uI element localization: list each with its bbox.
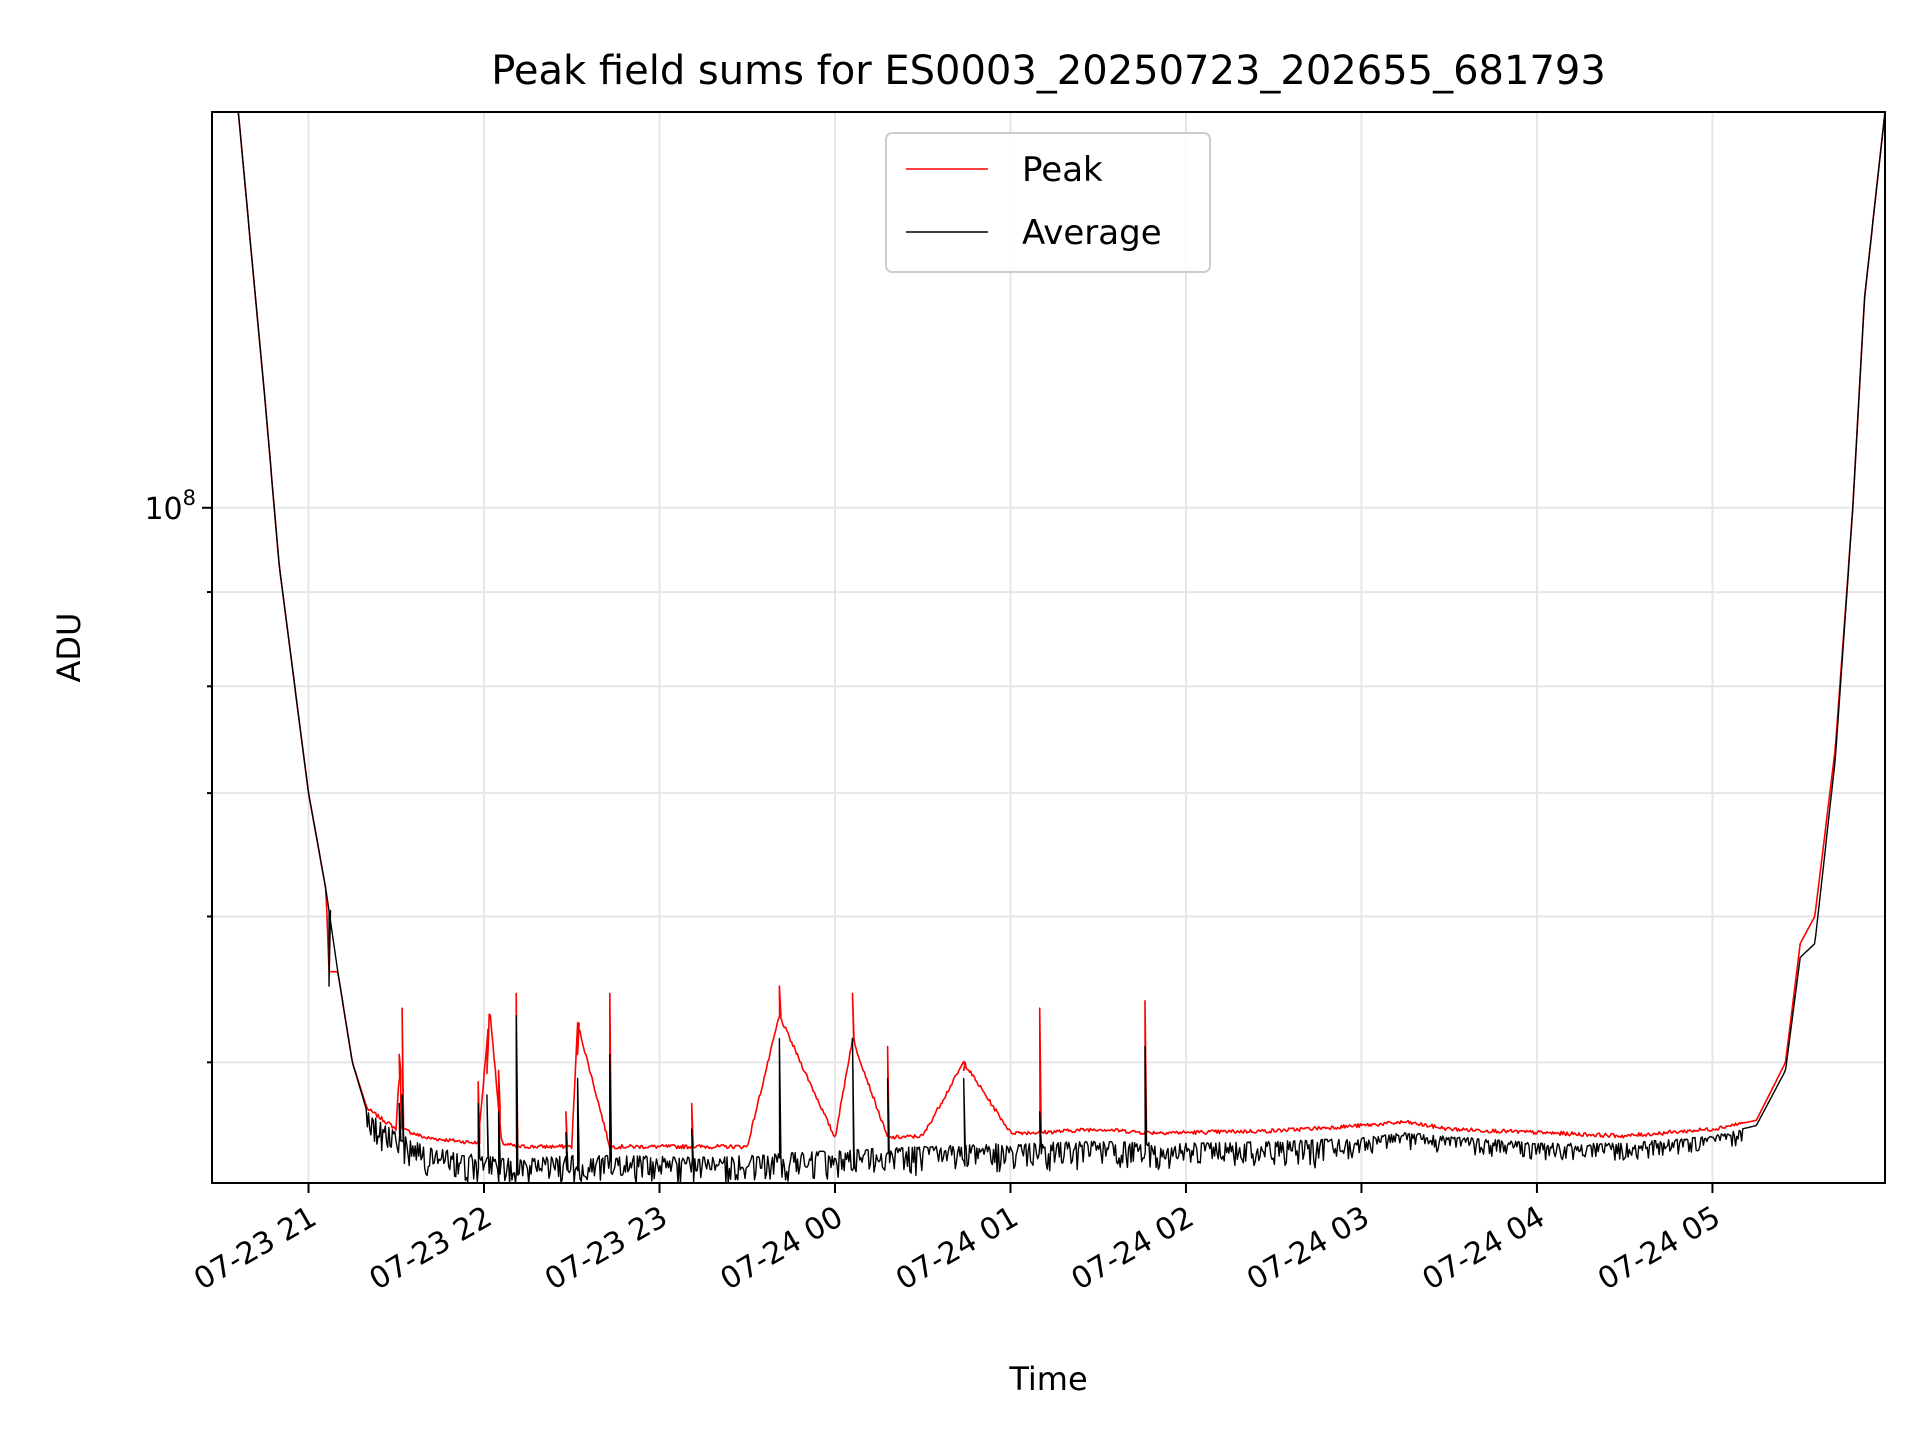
y-tick-label-exponent: 8 <box>183 486 196 510</box>
plot-frame <box>211 111 1886 1184</box>
legend: Peak Average <box>885 132 1211 273</box>
legend-label-average: Average <box>1022 213 1162 253</box>
y-axis-label: ADU <box>50 613 88 683</box>
legend-box <box>885 132 1211 273</box>
y-tick-label-base: 10 <box>144 492 182 527</box>
y-tick-label: 108 <box>144 486 196 527</box>
x-axis-label: Time <box>1008 1360 1087 1398</box>
grid-layer <box>212 112 1885 1183</box>
series-layer <box>212 111 1886 1184</box>
legend-label-peak: Peak <box>1022 150 1103 190</box>
series-line-peak <box>212 111 1886 1150</box>
series-line-average <box>212 111 1886 1184</box>
chart-title: Peak field sums for ES0003_20250723_2026… <box>491 48 1606 94</box>
